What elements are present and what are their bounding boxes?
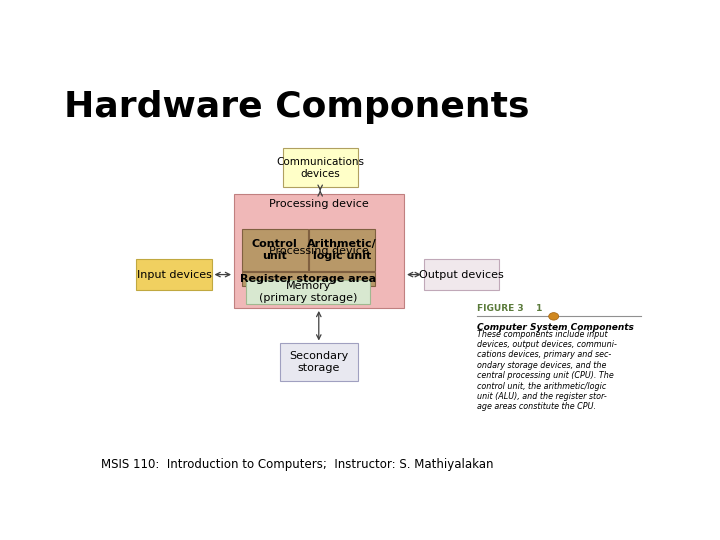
Text: Output devices: Output devices [419, 269, 504, 280]
Circle shape [549, 313, 559, 320]
Text: Processing device: Processing device [269, 246, 369, 256]
FancyArrowPatch shape [408, 272, 420, 277]
Text: Arithmetic/
logic unit: Arithmetic/ logic unit [307, 239, 377, 261]
Text: Control
unit: Control unit [252, 239, 297, 261]
FancyBboxPatch shape [234, 194, 404, 308]
FancyBboxPatch shape [280, 343, 358, 381]
Text: Input devices: Input devices [137, 269, 212, 280]
Text: Communications
devices: Communications devices [276, 157, 364, 179]
FancyBboxPatch shape [242, 272, 374, 286]
Text: MSIS 110:  Introduction to Computers;  Instructor: S. Mathiyalakan: MSIS 110: Introduction to Computers; Ins… [101, 458, 494, 471]
FancyBboxPatch shape [282, 148, 358, 187]
FancyArrowPatch shape [318, 185, 323, 196]
Text: Computer System Components: Computer System Components [477, 322, 634, 332]
FancyBboxPatch shape [136, 259, 212, 290]
FancyArrowPatch shape [317, 312, 321, 339]
Text: Secondary
storage: Secondary storage [289, 352, 348, 373]
Text: FIGURE 3    1: FIGURE 3 1 [477, 304, 542, 313]
Text: Hardware Components: Hardware Components [63, 90, 529, 124]
FancyBboxPatch shape [242, 229, 307, 271]
Text: Memory
(primary storage): Memory (primary storage) [259, 281, 357, 302]
FancyBboxPatch shape [246, 280, 370, 304]
FancyBboxPatch shape [423, 259, 499, 290]
FancyArrowPatch shape [216, 272, 230, 277]
Text: These components include input
devices, output devices, communi-
cations devices: These components include input devices, … [477, 329, 616, 411]
Text: Register storage area: Register storage area [240, 274, 377, 284]
FancyBboxPatch shape [309, 229, 374, 271]
Text: Processing device: Processing device [269, 199, 369, 209]
